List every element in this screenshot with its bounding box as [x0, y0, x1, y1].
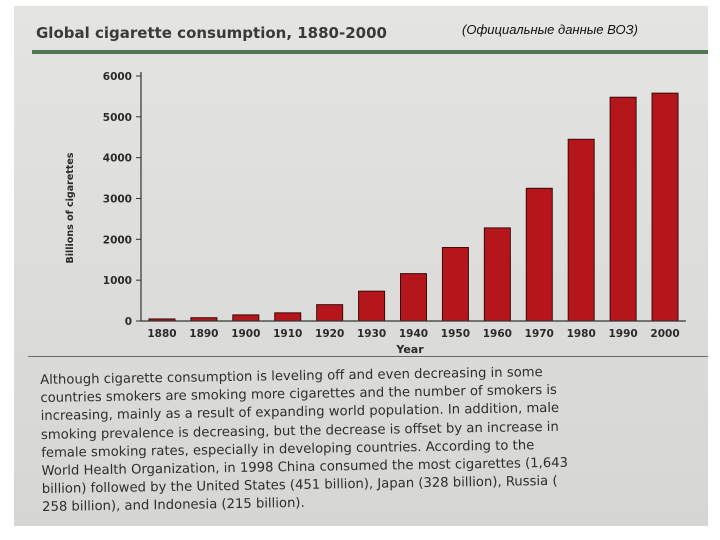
y-axis-label: Billions of cigarettes: [65, 152, 76, 263]
x-tick-label: 1930: [357, 328, 386, 340]
x-tick-label: 1980: [567, 328, 596, 340]
x-tick-label: 1970: [525, 328, 554, 340]
bar: [441, 247, 469, 322]
bar: [483, 227, 511, 322]
x-tick-label: 1890: [189, 328, 218, 340]
x-tick-label: 2000: [650, 328, 679, 340]
x-tick-label: 1960: [483, 328, 512, 340]
x-axis-label: Year: [395, 343, 424, 356]
title-divider: [32, 50, 708, 54]
bar: [274, 312, 302, 322]
y-tick-label: 5000: [103, 112, 132, 124]
x-tick-label: 1910: [273, 328, 302, 340]
y-tick-label: 2000: [103, 234, 132, 246]
bar: [316, 304, 344, 322]
bar-chart: 0 1000 2000 3000 4000 5000 6000 1880 1890 1900 19…: [65, 71, 686, 356]
y-axis: 0 1000 2000 3000 4000 5000 6000: [103, 71, 142, 328]
x-axis: 1880 1890 1900 1910 1920 1930 1940 1950 1960 1970…: [141, 320, 686, 340]
bar: [525, 187, 553, 322]
section-divider: [28, 356, 708, 357]
x-tick-label: 1940: [399, 328, 428, 340]
bar: [609, 96, 637, 322]
x-tick-label: 1880: [147, 328, 176, 340]
x-tick-label: 1920: [315, 328, 344, 340]
y-tick-label: 3000: [103, 194, 132, 206]
photo-frame: Global cigarette consumption, 1880-2000 …: [14, 6, 708, 526]
x-tick-label: 1950: [441, 328, 470, 340]
x-tick-label: 1900: [231, 328, 260, 340]
chart-title: Global cigarette consumption, 1880-2000: [36, 24, 387, 42]
bar: [358, 290, 386, 322]
description-paragraph: Although cigarette consumption is leveli…: [40, 362, 692, 518]
bar: [651, 92, 679, 322]
bar: [567, 138, 595, 322]
y-tick-label: 6000: [103, 71, 132, 83]
y-tick-label: 4000: [103, 153, 132, 165]
bar: [400, 273, 427, 322]
y-tick-label: 1000: [103, 275, 132, 287]
source-note: (Официальные данные ВОЗ): [462, 22, 638, 37]
y-tick-label: 0: [125, 316, 132, 328]
bar: [232, 314, 260, 322]
x-tick-label: 1990: [608, 328, 637, 340]
bars: [148, 92, 679, 322]
